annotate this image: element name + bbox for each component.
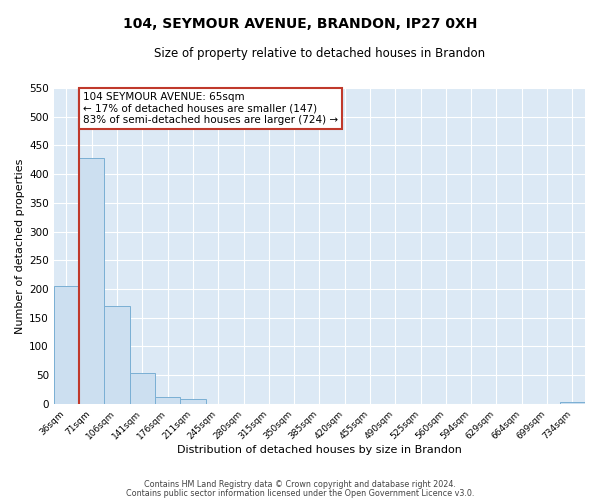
- Text: Contains HM Land Registry data © Crown copyright and database right 2024.: Contains HM Land Registry data © Crown c…: [144, 480, 456, 489]
- Bar: [54, 286, 79, 404]
- Title: Size of property relative to detached houses in Brandon: Size of property relative to detached ho…: [154, 48, 485, 60]
- X-axis label: Distribution of detached houses by size in Brandon: Distribution of detached houses by size …: [177, 445, 462, 455]
- Text: 104 SEYMOUR AVENUE: 65sqm
← 17% of detached houses are smaller (147)
83% of semi: 104 SEYMOUR AVENUE: 65sqm ← 17% of detac…: [83, 92, 338, 126]
- Bar: [104, 306, 130, 404]
- Bar: [79, 158, 104, 404]
- Bar: [180, 400, 206, 404]
- Bar: [155, 397, 180, 404]
- Y-axis label: Number of detached properties: Number of detached properties: [15, 158, 25, 334]
- Text: Contains public sector information licensed under the Open Government Licence v3: Contains public sector information licen…: [126, 488, 474, 498]
- Bar: [130, 374, 155, 404]
- Bar: [560, 402, 585, 404]
- Text: 104, SEYMOUR AVENUE, BRANDON, IP27 0XH: 104, SEYMOUR AVENUE, BRANDON, IP27 0XH: [123, 18, 477, 32]
